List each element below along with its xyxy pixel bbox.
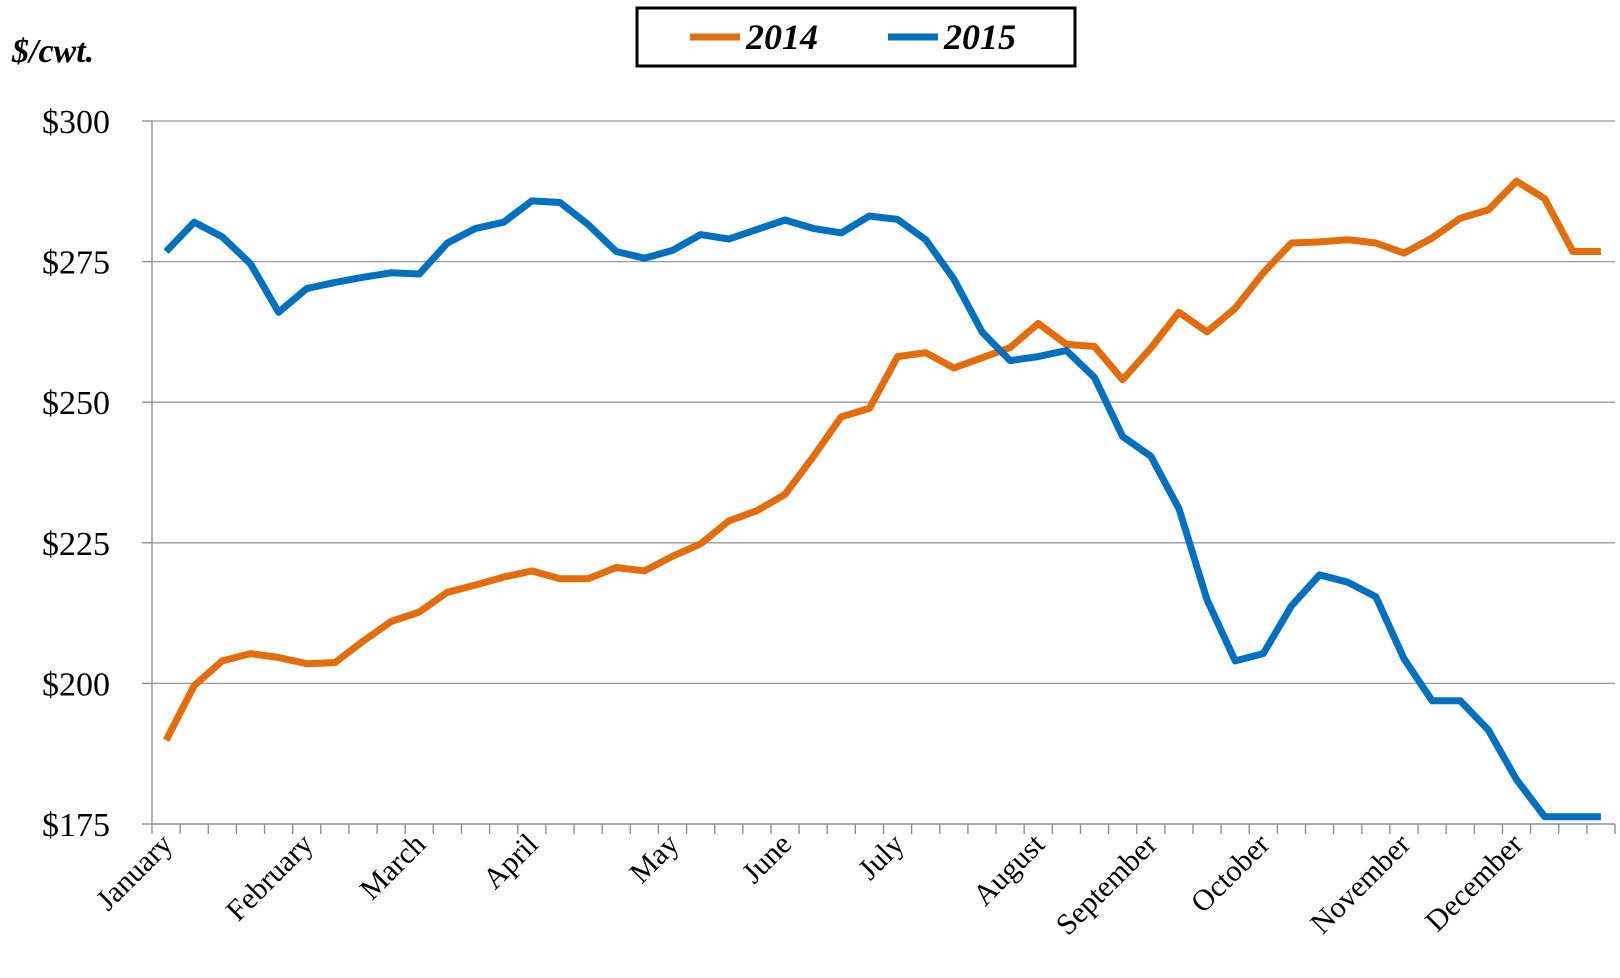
x-tick-label: September xyxy=(1050,828,1164,942)
x-tick-label: December xyxy=(1419,828,1529,938)
y-axis-label: $/cwt. xyxy=(11,33,94,70)
series-line xyxy=(163,197,1601,821)
y-tick-label: $275 xyxy=(42,245,110,282)
x-tick-label: February xyxy=(220,828,320,928)
x-tick-label: July xyxy=(852,828,911,887)
y-tick-label: $200 xyxy=(42,666,110,703)
x-tick-label: June xyxy=(736,828,798,890)
x-tick-label: November xyxy=(1304,828,1417,941)
y-tick-label: $225 xyxy=(42,526,110,563)
x-tick-label: August xyxy=(967,827,1052,912)
legend-label: 2015 xyxy=(943,17,1016,57)
y-tick-label: $300 xyxy=(42,104,110,141)
legend-label: 2014 xyxy=(745,17,818,57)
x-tick-label: March xyxy=(354,828,433,907)
x-tick-label: April xyxy=(477,828,545,896)
y-tick-label: $175 xyxy=(42,807,110,844)
series-line xyxy=(162,177,1601,742)
x-tick-label: May xyxy=(623,828,685,890)
y-tick-label: $250 xyxy=(42,385,110,422)
x-tick-label: October xyxy=(1185,828,1277,920)
